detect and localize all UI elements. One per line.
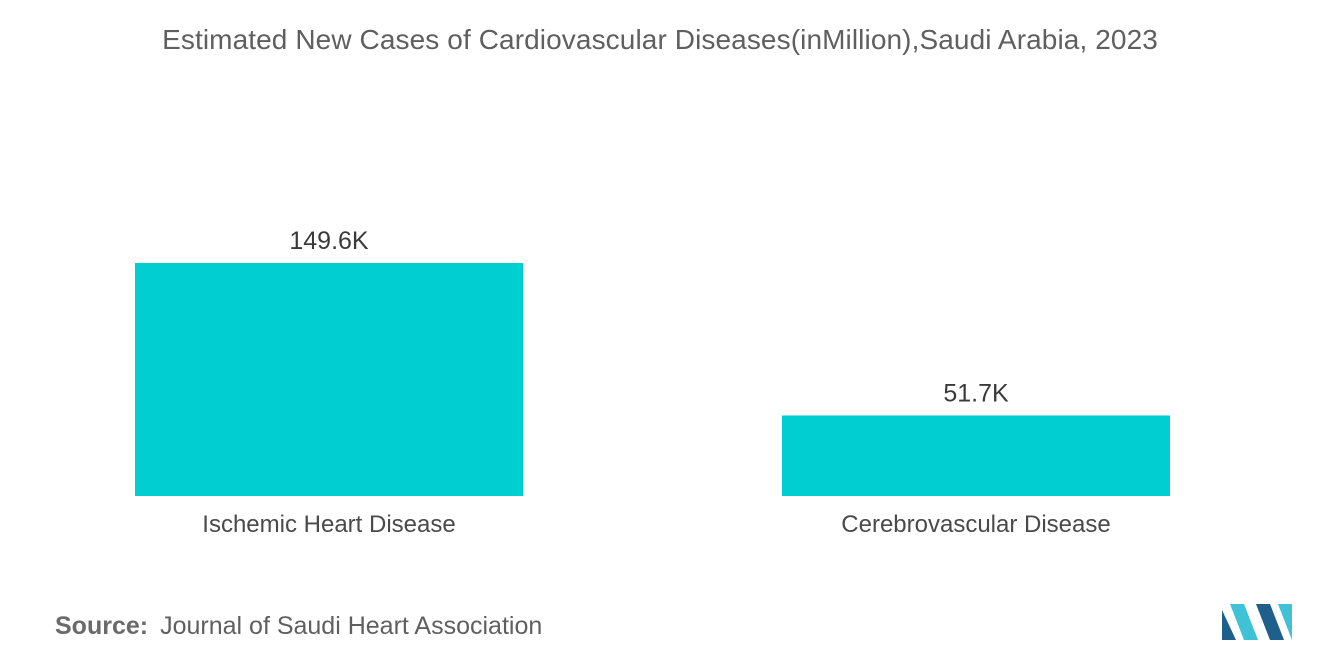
category-label: Cerebrovascular Disease <box>841 511 1110 538</box>
mordor-intelligence-logo-icon <box>1222 604 1292 640</box>
source-text: Journal of Saudi Heart Association <box>160 612 543 640</box>
source-label: Source: <box>55 612 149 640</box>
chart-title: Estimated New Cases of Cardiovascular Di… <box>162 24 1158 55</box>
data-label: 51.7K <box>943 379 1009 407</box>
data-label: 149.6K <box>289 227 369 255</box>
bar-ischemic-heart-disease <box>135 263 523 496</box>
bar-cerebrovascular-disease <box>782 415 1170 496</box>
source-line: Source: Journal of Saudi Heart Associatio… <box>55 612 542 641</box>
category-label: Ischemic Heart Disease <box>202 511 455 538</box>
